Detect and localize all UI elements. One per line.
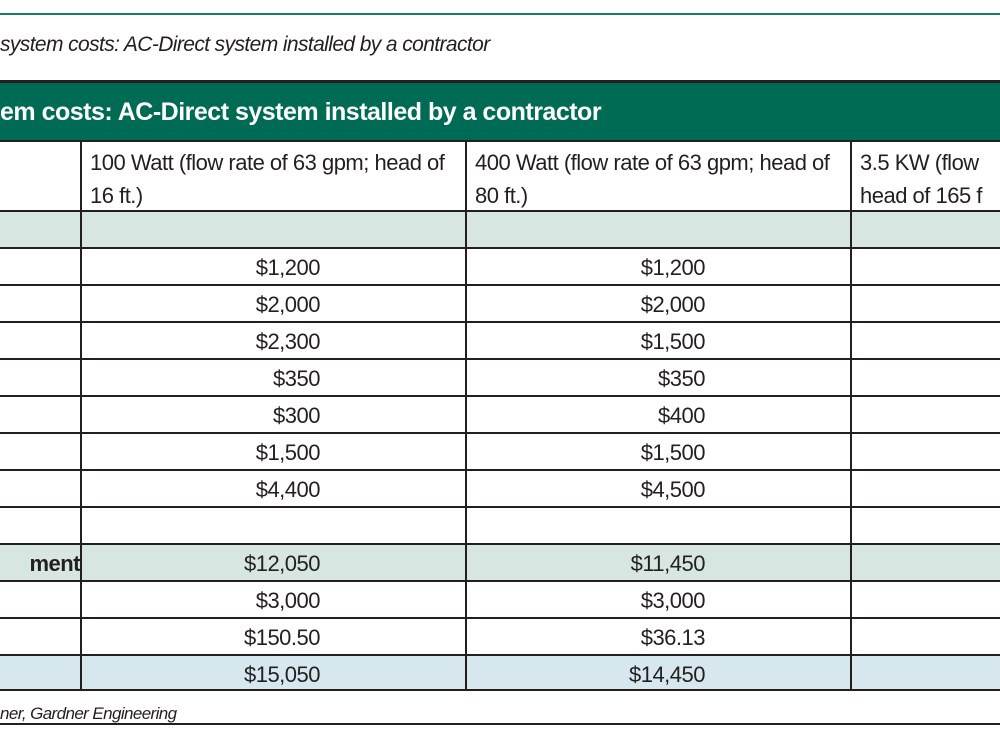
table-row: $1,200 $1,200	[0, 247, 1000, 284]
table-cell	[0, 434, 80, 469]
table-row: $2,300 $1,500	[0, 321, 1000, 358]
table-cell	[0, 582, 80, 617]
table-cell	[850, 397, 1000, 432]
table-cell	[850, 286, 1000, 321]
table-cell	[80, 508, 465, 543]
table-cell	[850, 471, 1000, 506]
table-caption: system costs: AC-Direct system installed…	[0, 33, 490, 56]
table-row	[0, 506, 1000, 543]
table-cell	[0, 397, 80, 432]
table-cell	[850, 212, 1000, 247]
table-cell	[850, 619, 1000, 654]
table-cell: $1,500	[80, 434, 465, 469]
table-cell	[0, 656, 80, 689]
column-header: 400 Watt (flow rate of 63 gpm; head of 8…	[465, 142, 850, 210]
table-cell	[850, 508, 1000, 543]
table-title: em costs: AC-Direct system installed by …	[0, 80, 1000, 140]
table-cell	[850, 360, 1000, 395]
table-cell: $350	[465, 360, 850, 395]
source-note: ner, Gardner Engineering	[0, 704, 177, 723]
table-cell: $1,500	[465, 434, 850, 469]
table-row: $3,000 $3,000	[0, 580, 1000, 617]
table-cell	[850, 656, 1000, 689]
column-header: 3.5 KW (flow head of 165 f	[850, 142, 1000, 210]
column-header: 100 Watt (flow rate of 63 gpm; head of 1…	[80, 142, 465, 210]
table-cell	[80, 212, 465, 247]
table-cell	[850, 249, 1000, 284]
column-header	[0, 142, 80, 210]
table-cell	[0, 212, 80, 247]
column-header-row: 100 Watt (flow rate of 63 gpm; head of 1…	[0, 140, 1000, 210]
table-cell: $400	[465, 397, 850, 432]
table-row: $300 $400	[0, 395, 1000, 432]
table-cell	[465, 508, 850, 543]
table-cell	[850, 434, 1000, 469]
table-cell	[850, 323, 1000, 358]
table-cell	[0, 360, 80, 395]
table-row: $350 $350	[0, 358, 1000, 395]
table-cell	[0, 249, 80, 284]
table-cell: $36.13	[465, 619, 850, 654]
cost-table: em costs: AC-Direct system installed by …	[0, 80, 1000, 691]
table-row: ment $12,050 $11,450	[0, 543, 1000, 580]
table-row: $15,050 $14,450	[0, 654, 1000, 691]
table-cell: $3,000	[80, 582, 465, 617]
table-cell	[0, 508, 80, 543]
table-cell: $1,200	[465, 249, 850, 284]
table-row: $1,500 $1,500	[0, 432, 1000, 469]
table-cell: $11,450	[465, 545, 850, 580]
table-cell: $350	[80, 360, 465, 395]
table-cell: $2,000	[465, 286, 850, 321]
top-rule	[0, 13, 1000, 15]
table-cell: $4,500	[465, 471, 850, 506]
table-cell	[850, 545, 1000, 580]
table-cell: $14,450	[465, 656, 850, 689]
table-row: $2,000 $2,000	[0, 284, 1000, 321]
table-cell: $1,200	[80, 249, 465, 284]
table-cell	[0, 323, 80, 358]
table-cell: $2,300	[80, 323, 465, 358]
table-cell: $12,050	[80, 545, 465, 580]
table-cell: $3,000	[465, 582, 850, 617]
table-cell	[0, 471, 80, 506]
table-cell: $150.50	[80, 619, 465, 654]
table-cell	[0, 286, 80, 321]
table-cell: $2,000	[80, 286, 465, 321]
table-cell: ment	[29, 551, 80, 576]
table-cell: $300	[80, 397, 465, 432]
bottom-rule	[0, 723, 1000, 725]
table-cell: $15,050	[80, 656, 465, 689]
table-row: $4,400 $4,500	[0, 469, 1000, 506]
table-row: $150.50 $36.13	[0, 617, 1000, 654]
table-cell: $1,500	[465, 323, 850, 358]
table-row	[0, 210, 1000, 247]
table-cell: $4,400	[80, 471, 465, 506]
table-cell	[0, 619, 80, 654]
table-cell	[850, 582, 1000, 617]
table-cell	[465, 212, 850, 247]
